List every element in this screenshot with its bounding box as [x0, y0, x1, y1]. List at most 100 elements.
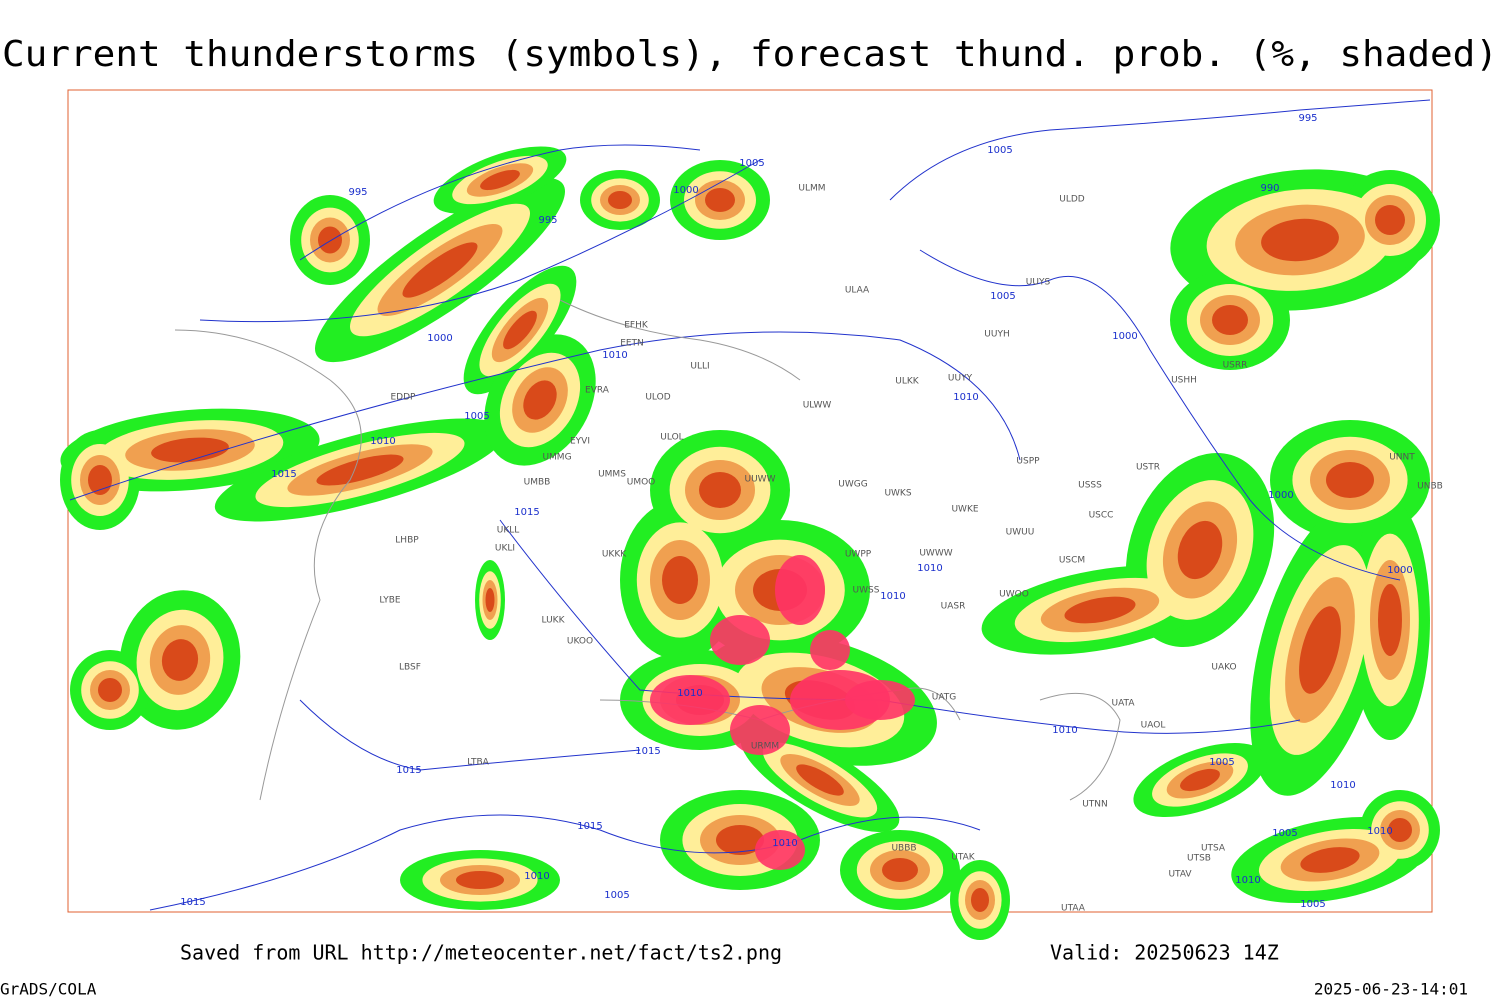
isobar-label: 1010	[917, 563, 942, 574]
valid-time: Valid: 20250623 14Z	[1050, 941, 1279, 965]
station-label: UAOL	[1141, 721, 1166, 731]
isobar-label: 1005	[604, 890, 629, 901]
probability-area	[98, 678, 122, 702]
station-label: UTAV	[1168, 870, 1192, 880]
isobar-label: 1000	[673, 185, 698, 196]
map-title: Current thunderstorms (symbols), forecas…	[2, 34, 1498, 75]
probability-area	[1378, 584, 1402, 656]
isobar-label: 1000	[1387, 565, 1412, 576]
station-label: EETN	[620, 339, 644, 349]
source-url: Saved from URL http://meteocenter.net/fa…	[180, 941, 782, 965]
isobar	[149, 814, 981, 911]
station-label: UWWW	[919, 549, 952, 559]
thunderstorm-cluster	[845, 680, 915, 720]
isobar-label: 1000	[1268, 490, 1293, 501]
isobar-label: 1005	[739, 158, 764, 169]
station-label: ULDD	[1059, 195, 1085, 205]
station-label: ULOD	[645, 393, 670, 403]
station-label: UMMS	[598, 470, 626, 480]
probability-area	[1326, 462, 1374, 498]
station-label: UTAA	[1061, 904, 1086, 914]
station-label: UWUU	[1006, 528, 1035, 538]
isobar-label: 1015	[396, 765, 421, 776]
isobar-label: 1015	[514, 507, 539, 518]
probability-area	[480, 169, 520, 191]
station-label: USCM	[1059, 556, 1085, 566]
thunderstorm-symbols	[650, 555, 915, 870]
station-label: UUYY	[948, 374, 973, 384]
isobar-label: 990	[1260, 183, 1279, 194]
station-label: LYBE	[379, 596, 400, 606]
thunderstorm-cluster	[810, 630, 850, 670]
station-label: ULOL	[660, 433, 683, 443]
probability-area	[1261, 218, 1339, 262]
isobar-label: 1000	[1112, 331, 1137, 342]
thunderstorm-cluster	[775, 555, 825, 625]
station-label: LUKK	[542, 616, 566, 626]
probability-area	[1180, 768, 1220, 792]
station-label: UMBB	[524, 478, 551, 488]
station-label: UMMG	[542, 453, 571, 463]
isobar-label: 1010	[880, 591, 905, 602]
station-label: UAKO	[1211, 663, 1236, 673]
station-label: ULAA	[845, 286, 870, 296]
station-label: UWGG	[838, 480, 867, 490]
station-label: EDDP	[391, 393, 417, 403]
probability-area	[716, 825, 764, 855]
isobar	[69, 331, 1021, 501]
probability-area	[971, 888, 989, 912]
probability-area	[1212, 305, 1248, 335]
station-label: UWOO	[999, 590, 1029, 600]
isobar	[299, 699, 641, 771]
isobar-label: 1010	[1330, 780, 1355, 791]
station-label: UATG	[932, 693, 957, 703]
isobar-label: 1005	[1209, 757, 1234, 768]
station-label: UBBB	[891, 844, 916, 854]
probability-area	[161, 639, 199, 681]
isobar-label: 1010	[524, 871, 549, 882]
isobar	[199, 159, 761, 323]
isobar	[919, 249, 1401, 581]
station-label: UUYS	[1026, 278, 1051, 288]
station-label: ULWW	[803, 401, 832, 411]
probability-area	[402, 242, 478, 298]
station-label: LTBA	[467, 758, 489, 768]
thunderstorm-cluster	[755, 830, 805, 870]
probability-area	[316, 454, 404, 486]
station-label: EYVI	[570, 437, 590, 447]
station-label: USTR	[1136, 463, 1160, 473]
probability-area	[1064, 596, 1136, 624]
station-label: ULKK	[895, 377, 920, 387]
probability-area	[1300, 847, 1360, 873]
probability-area	[1375, 205, 1405, 235]
station-label: UWKE	[951, 505, 978, 515]
station-label: UKOO	[567, 637, 593, 647]
probability-area	[705, 188, 735, 212]
probability-area	[523, 380, 557, 420]
probability-area	[1177, 520, 1223, 580]
probability-area	[318, 226, 342, 254]
station-label: ULMM	[798, 184, 825, 194]
station-label: UATA	[1111, 699, 1135, 709]
probability-area	[608, 191, 632, 209]
probability-area	[1299, 606, 1341, 694]
probability-area	[88, 465, 112, 495]
station-label: URMM	[751, 742, 779, 752]
station-label: UTSA	[1201, 844, 1226, 854]
station-label: UNBB	[1417, 482, 1443, 492]
station-label: UTSB	[1187, 854, 1211, 864]
isobar-label: 1015	[577, 821, 602, 832]
isobar-label: 995	[1298, 113, 1317, 124]
station-label: USPP	[1016, 457, 1040, 467]
probability-area	[882, 858, 918, 882]
isobar-label: 1010	[370, 436, 395, 447]
station-label: UWSS	[853, 586, 880, 596]
isobar-label: 1005	[464, 411, 489, 422]
map-labels: 995 995 1005 1000 1005 995 990 1000 1010 1005 1010…	[180, 113, 1443, 914]
isobar-label: 1015	[271, 469, 296, 480]
station-label: UNNT	[1389, 453, 1415, 463]
probability-area	[485, 588, 495, 612]
probability-area	[151, 437, 229, 463]
isobar-label: 1005	[987, 145, 1012, 156]
